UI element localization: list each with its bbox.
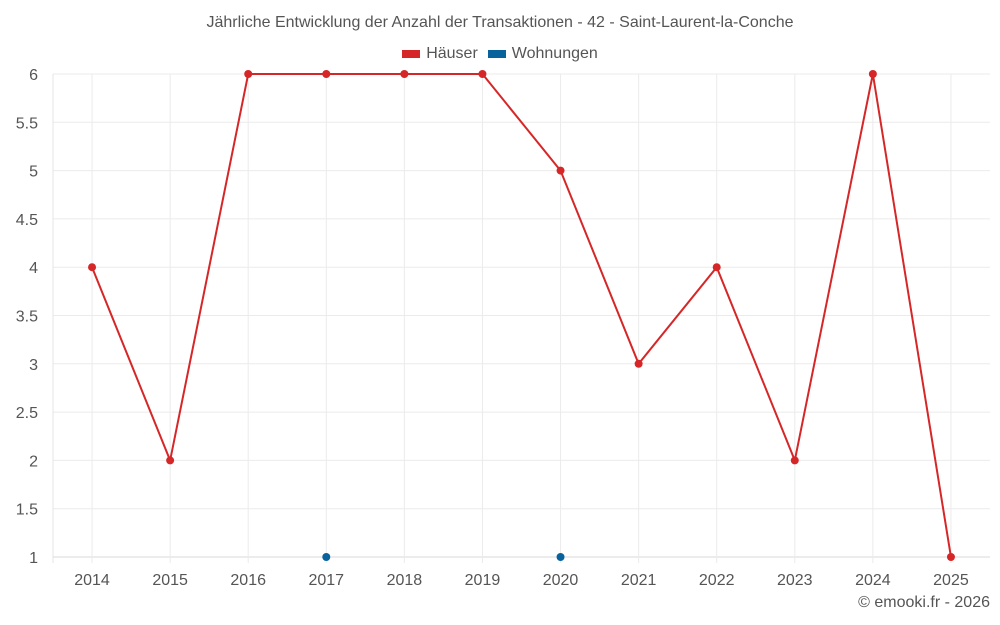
chart-title: Jährliche Entwicklung der Anzahl der Tra… xyxy=(206,14,794,31)
x-tick-label: 2014 xyxy=(74,572,110,589)
x-tick-label: 2017 xyxy=(308,572,344,589)
legend-item-wohnungen[interactable]: Wohnungen xyxy=(487,45,598,63)
legend-item-haeuser[interactable]: Häuser xyxy=(402,45,478,63)
data-point[interactable] xyxy=(946,553,955,561)
x-tick-label: 2022 xyxy=(699,572,735,589)
series-line xyxy=(91,73,952,558)
y-tick-label: 3.5 xyxy=(16,309,38,326)
y-tick-label: 4 xyxy=(29,260,38,277)
y-tick-label: 6 xyxy=(29,67,38,84)
data-point[interactable] xyxy=(790,456,799,465)
x-tick-label: 2018 xyxy=(387,572,423,589)
y-tick-label: 2 xyxy=(29,453,38,470)
legend: Häuser Wohnungen xyxy=(0,45,1000,63)
y-tick-label: 4.5 xyxy=(16,212,38,229)
x-tick-label: 2025 xyxy=(933,572,969,589)
y-tick-label: 5 xyxy=(29,164,38,181)
x-tick-label: 2019 xyxy=(465,572,501,589)
data-point[interactable] xyxy=(868,70,877,78)
data-point[interactable] xyxy=(166,456,175,465)
copyright-credit: © emooki.fr - 2026 xyxy=(858,594,990,611)
x-tick-label: 2020 xyxy=(543,572,579,589)
data-point[interactable] xyxy=(712,263,721,272)
data-point[interactable] xyxy=(244,70,253,78)
series-0 xyxy=(88,70,955,561)
series-1 xyxy=(322,553,565,561)
x-tick-label: 2015 xyxy=(152,572,188,589)
y-tick-label: 1.5 xyxy=(16,502,38,519)
y-tick-label: 3 xyxy=(29,357,38,374)
y-tick-label: 1 xyxy=(29,550,38,567)
data-point[interactable] xyxy=(88,263,97,272)
data-point[interactable] xyxy=(322,70,331,78)
y-tick-label: 5.5 xyxy=(16,115,38,132)
data-point[interactable] xyxy=(478,70,487,78)
data-point[interactable] xyxy=(556,553,565,561)
y-tick-label: 2.5 xyxy=(16,405,38,422)
legend-swatch-wohnungen xyxy=(487,50,506,58)
data-point[interactable] xyxy=(634,359,643,368)
legend-swatch-haeuser xyxy=(402,50,421,58)
x-tick-label: 2024 xyxy=(855,572,891,589)
data-point[interactable] xyxy=(400,70,409,78)
legend-label-wohnungen: Wohnungen xyxy=(511,45,598,62)
x-tick-label: 2023 xyxy=(777,572,813,589)
data-point[interactable] xyxy=(556,166,565,175)
legend-label-haeuser: Häuser xyxy=(426,45,478,62)
x-tick-label: 2021 xyxy=(621,572,657,589)
data-point[interactable] xyxy=(322,553,331,561)
x-tick-label: 2016 xyxy=(230,572,266,589)
